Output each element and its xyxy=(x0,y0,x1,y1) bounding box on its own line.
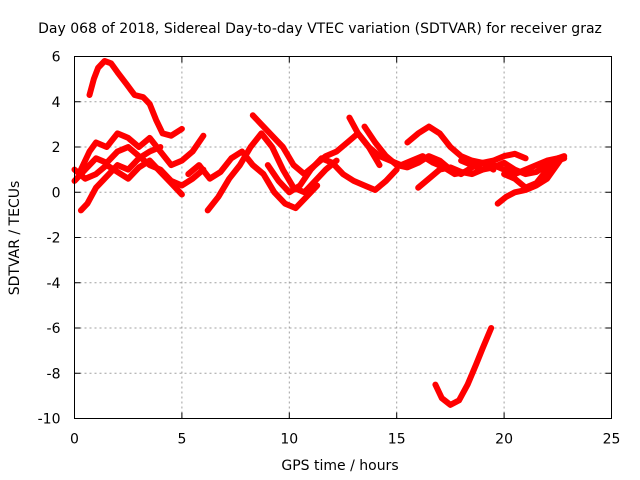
series-line-track-5 xyxy=(77,144,164,214)
y-tick-label: -10 xyxy=(38,412,61,428)
y-tick-label: -2 xyxy=(47,231,61,247)
series-line-track-2 xyxy=(77,130,207,173)
series-line-track-6 xyxy=(204,130,340,214)
x-tick-label: 25 xyxy=(603,432,621,448)
series-line-track-9 xyxy=(264,155,400,196)
y-tick-label: 6 xyxy=(52,50,61,66)
series-line-track-16 xyxy=(501,155,568,191)
y-tick-label: -4 xyxy=(47,276,61,292)
y-tick-label: -8 xyxy=(47,366,61,382)
series-line-track-17 xyxy=(432,325,495,408)
series-line-track-1 xyxy=(86,58,185,139)
x-tick-label: 10 xyxy=(280,432,298,448)
x-tick-label: 0 xyxy=(70,432,79,448)
x-tick-label: 5 xyxy=(177,432,186,448)
y-tick-label: 2 xyxy=(52,140,61,156)
y-axis-label: SDTVAR / TECUs xyxy=(7,181,23,296)
y-tick-label: 0 xyxy=(52,185,61,201)
y-tick-label: 4 xyxy=(52,95,61,111)
series-line-track-12 xyxy=(404,123,529,166)
y-tick-label: -6 xyxy=(47,321,61,337)
tick-layer: 0 5 10 15 20 25 -10 -8 -6 -4 -2 0 2 4 6 xyxy=(38,50,621,448)
series-line-track-4 xyxy=(71,157,185,198)
chart-title: Day 068 of 2018, Sidereal Day-to-day VTE… xyxy=(38,21,602,37)
grid-layer xyxy=(74,56,612,419)
x-axis-label: GPS time / hours xyxy=(281,458,398,474)
x-tick-label: 15 xyxy=(388,432,406,448)
series-layer xyxy=(71,58,568,408)
x-tick-label: 20 xyxy=(495,432,513,448)
series-line-track-7 xyxy=(185,148,321,212)
